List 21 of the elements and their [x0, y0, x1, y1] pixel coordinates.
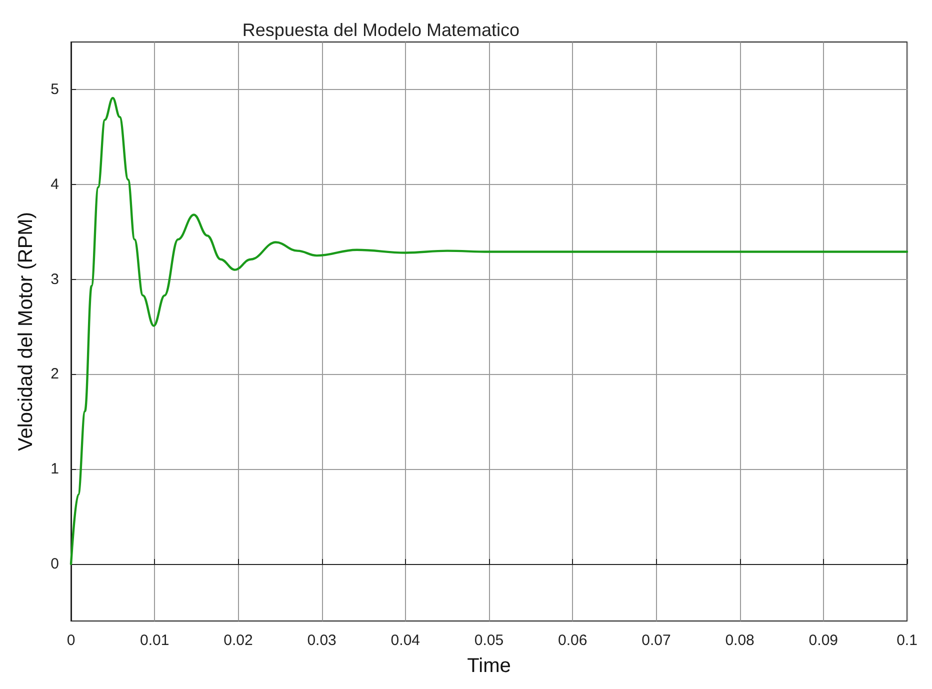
x-tick-label: 0.08 [725, 632, 754, 649]
y-tick-label: 2 [50, 366, 59, 383]
y-tick-label: 4 [50, 176, 59, 193]
chart-title: Respuesta del Modelo Matematico [242, 20, 520, 40]
y-tick-label: 5 [50, 80, 59, 98]
x-tick-label: 0.03 [307, 632, 336, 649]
y-tick-label: 3 [50, 270, 59, 288]
x-tick-label: 0 [66, 632, 76, 649]
x-tick-label: 0.05 [474, 632, 504, 649]
x-tick-label: 0.02 [224, 632, 253, 649]
x-tick-label: 0.09 [808, 632, 838, 649]
x-tick-label: 0.04 [390, 632, 420, 649]
x-axis-title: Time [467, 655, 511, 677]
x-tick-label: 0.07 [642, 632, 671, 649]
y-tick-label: 0 [50, 556, 59, 573]
x-tick-label: 0.01 [140, 632, 170, 649]
y-tick-label: 1 [50, 460, 59, 478]
line-series [70, 96, 908, 566]
y-axis-title: Velocidad del Motor (RPM) [15, 212, 37, 451]
x-tick-label: 0.06 [558, 632, 588, 649]
x-tick-label: 0.1 [896, 632, 918, 649]
